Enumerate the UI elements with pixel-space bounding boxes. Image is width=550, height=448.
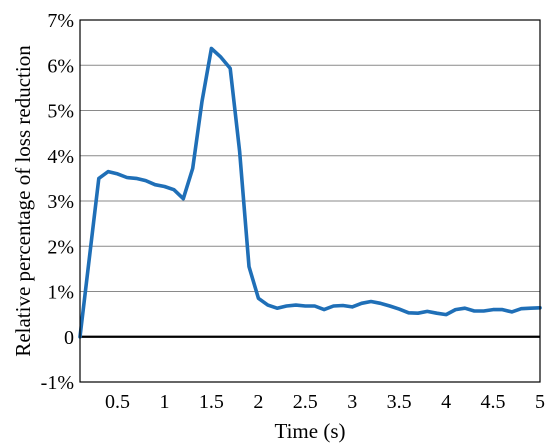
x-tick-label: 3.5 <box>387 391 412 413</box>
y-axis-title: Relative percentage of loss reduction <box>11 45 35 357</box>
x-tick-label: 2 <box>253 391 263 413</box>
series-group <box>78 46 542 339</box>
y-tick-label: 3% <box>47 191 74 213</box>
y-tick-label: 6% <box>47 55 74 77</box>
grid-lines <box>80 64 540 292</box>
y-tick-label: -1% <box>41 372 74 394</box>
x-tick-label: 5 <box>535 391 545 413</box>
x-tick-label: 4 <box>441 391 451 413</box>
y-tick-label: 0 <box>64 327 74 349</box>
y-tick-labels: -1% 0 1% 2% 3% 4% 5% 6% 7% <box>41 10 74 394</box>
y-tick-label: 4% <box>47 146 74 168</box>
series-line-0 <box>78 46 542 339</box>
x-tick-label: 0.5 <box>105 391 130 413</box>
y-tick-label: 2% <box>47 236 74 258</box>
x-tick-label: 3 <box>347 391 357 413</box>
y-tick-label: 7% <box>47 10 74 32</box>
x-tick-label: 1.5 <box>199 391 224 413</box>
plot-frame <box>79 19 541 383</box>
y-tick-label: 5% <box>47 101 74 123</box>
x-tick-label: 4.5 <box>481 391 506 413</box>
x-axis-title: Time (s) <box>275 419 346 443</box>
y-tick-label: 1% <box>47 282 74 304</box>
x-tick-label: 1 <box>159 391 169 413</box>
x-tick-label: 2.5 <box>293 391 318 413</box>
x-tick-labels: 0.5 1 1.5 2 2.5 3 3.5 4 4.5 5 <box>105 391 545 413</box>
